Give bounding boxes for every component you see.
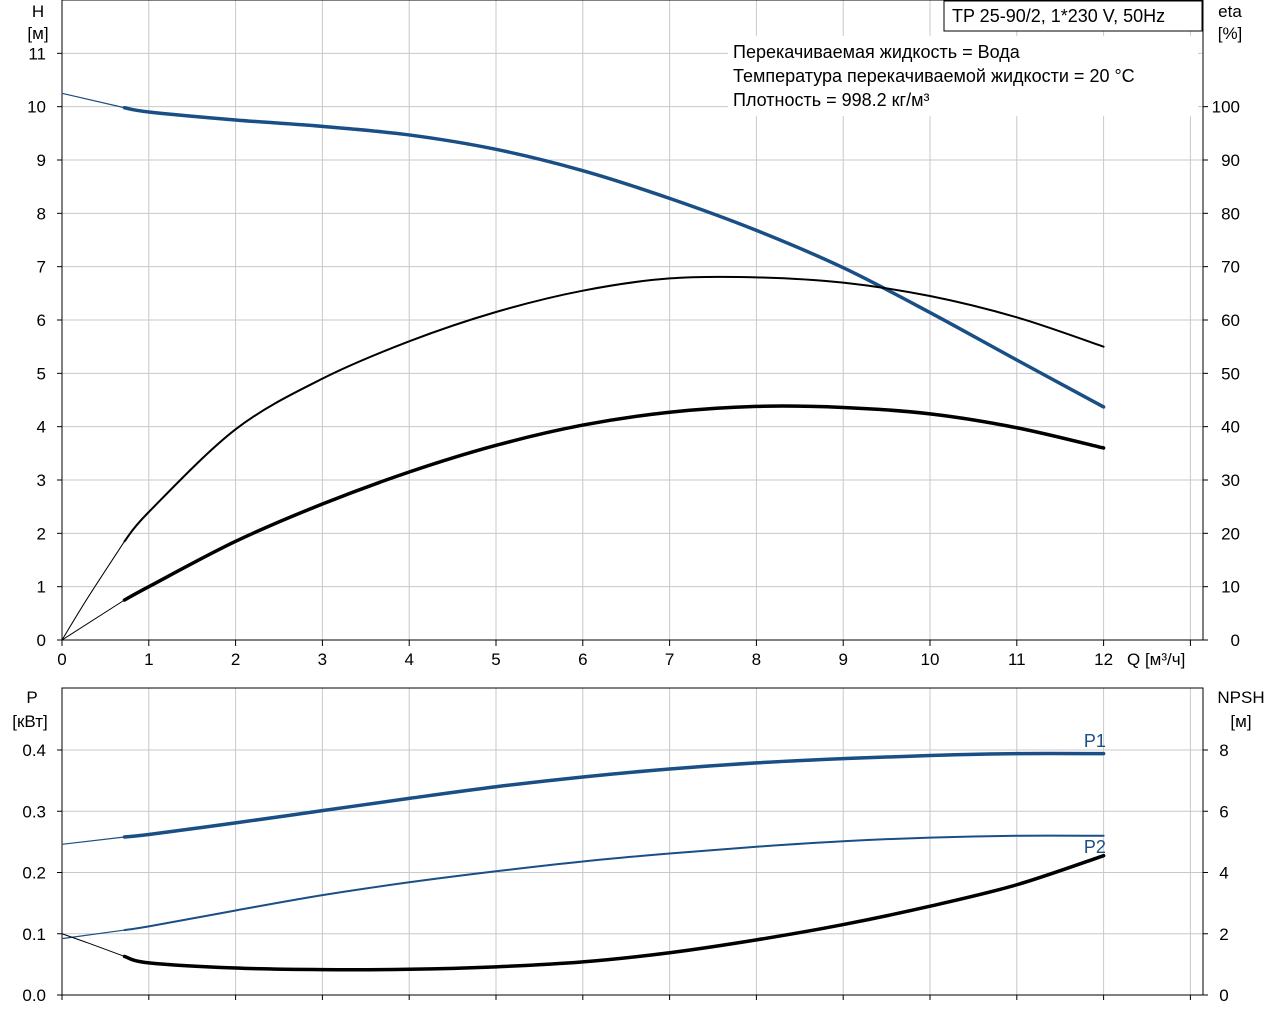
bottom-ylabel-right-line1: NPSH bbox=[1217, 688, 1264, 707]
y-left-tick-label: 9 bbox=[37, 151, 46, 170]
series-label-p1: P1 bbox=[1084, 731, 1106, 751]
p-tick-label: 0.1 bbox=[22, 925, 46, 944]
y-right-tick-label: 80 bbox=[1221, 204, 1240, 223]
top-chart-series bbox=[61, 92, 1106, 641]
x-tick-label: 4 bbox=[404, 650, 413, 669]
y-left-tick-label: 7 bbox=[37, 258, 46, 277]
x-axis-label: Q [м³/ч] bbox=[1127, 650, 1185, 669]
y-right-tick-label: 70 bbox=[1221, 258, 1240, 277]
y-right-tick-label: 60 bbox=[1221, 311, 1240, 330]
y-right-tick-label: 90 bbox=[1221, 151, 1240, 170]
y-left-tick-label: 2 bbox=[37, 524, 46, 543]
y-right-tick-label: 30 bbox=[1221, 471, 1240, 490]
y-right-tick-label: 0 bbox=[1231, 631, 1240, 650]
x-tick-label: 1 bbox=[144, 650, 153, 669]
bottom-ylabel-left-line2: [кВт] bbox=[12, 712, 47, 731]
npsh-tick-label: 6 bbox=[1219, 802, 1228, 821]
top-ylabel-left-line1: H bbox=[32, 2, 44, 21]
npsh-tick-label: 2 bbox=[1219, 925, 1228, 944]
p-tick-label: 0.2 bbox=[22, 864, 46, 883]
bottom-chart-frame bbox=[61, 687, 1204, 996]
x-tick-label: 10 bbox=[921, 650, 940, 669]
y-left-tick-label: 1 bbox=[37, 578, 46, 597]
top-ylabel-right-line2: [%] bbox=[1218, 24, 1243, 43]
y-right-tick-label: 40 bbox=[1221, 418, 1240, 437]
y-left-tick-label: 4 bbox=[37, 418, 46, 437]
y-left-tick-label: 10 bbox=[27, 98, 46, 117]
x-tick-label: 9 bbox=[838, 650, 847, 669]
y-left-tick-label: 0 bbox=[37, 631, 46, 650]
series-label-p2: P2 bbox=[1084, 837, 1106, 857]
y-right-tick-label: 10 bbox=[1221, 578, 1240, 597]
bottom-ylabel-left-line1: P bbox=[26, 688, 37, 707]
bottom-ylabel-right-line2: [м] bbox=[1230, 712, 1251, 731]
top-series-eta_thick bbox=[122, 404, 1106, 602]
info-box-bg bbox=[728, 36, 1198, 116]
top-chart: 0 1 2 3 4 5 6 7 8 9 10 11 12012345678910110102030405… bbox=[27, 0, 1242, 669]
y-left-tick-label: 3 bbox=[37, 471, 46, 490]
bottom-series-P2 bbox=[123, 834, 1105, 932]
y-left-tick-label: 8 bbox=[37, 204, 46, 223]
top-series-H_ext bbox=[61, 92, 126, 109]
p-tick-label: 0.0 bbox=[22, 986, 46, 1005]
x-tick-label: 12 bbox=[1094, 650, 1113, 669]
top-ylabel-left-line2: [м] bbox=[27, 24, 48, 43]
top-series-eta_thin bbox=[123, 275, 1105, 543]
bottom-chart: P1 P2 0.0 0.1 0.2 0.3 0.4 0 2 4 6 8 P [кВт] NPSH [… bbox=[12, 687, 1265, 1005]
bottom-series-P1 bbox=[122, 751, 1106, 839]
x-tick-label: 2 bbox=[231, 650, 240, 669]
bottom-series-NPSH bbox=[122, 853, 1106, 972]
x-tick-label: 11 bbox=[1008, 650, 1026, 669]
y-right-tick-label: 50 bbox=[1221, 364, 1240, 383]
p-tick-label: 0.3 bbox=[22, 802, 46, 821]
top-series-H bbox=[122, 105, 1106, 409]
model-title: TP 25-90/2, 1*230 V, 50Hz bbox=[952, 6, 1165, 26]
y-left-tick-label: 5 bbox=[37, 364, 46, 383]
bottom-series-P1_ext bbox=[61, 836, 126, 845]
bottom-chart-grid bbox=[62, 688, 1203, 995]
x-tick-label: 8 bbox=[752, 650, 761, 669]
top-chart-ticks: 0 1 2 3 4 5 6 7 8 9 10 11 12012345678910110102030405… bbox=[27, 44, 1240, 669]
y-left-tick-label: 11 bbox=[28, 44, 46, 63]
model-box bbox=[943, 0, 1203, 32]
info-density: Плотность = 998.2 кг/м³ bbox=[733, 90, 929, 110]
y-right-tick-label: 100 bbox=[1212, 98, 1240, 117]
p-tick-label: 0.4 bbox=[22, 741, 46, 760]
x-tick-label: 0 bbox=[57, 650, 66, 669]
npsh-tick-label: 8 bbox=[1219, 741, 1228, 760]
bottom-chart-ticks: 0.0 0.1 0.2 0.3 0.4 0 2 4 6 8 bbox=[22, 741, 1228, 1005]
top-series-eta_thin_ext bbox=[61, 540, 125, 641]
bottom-series-NPSH_ext bbox=[61, 933, 125, 957]
y-right-tick-label: 20 bbox=[1221, 524, 1240, 543]
y-left-tick-label: 6 bbox=[37, 311, 46, 330]
bottom-chart-series: P1 P2 bbox=[61, 731, 1106, 972]
top-series-eta_thick_ext bbox=[61, 599, 125, 641]
info-liquid: Перекачиваемая жидкость = Вода bbox=[733, 42, 1021, 62]
npsh-tick-label: 0 bbox=[1219, 986, 1228, 1005]
x-tick-label: 7 bbox=[665, 650, 674, 669]
npsh-tick-label: 4 bbox=[1219, 864, 1228, 883]
x-tick-label: 6 bbox=[578, 650, 587, 669]
x-tick-label: 3 bbox=[318, 650, 327, 669]
x-tick-label: 5 bbox=[491, 650, 500, 669]
info-temperature: Температура перекачиваемой жидкости = 20… bbox=[733, 66, 1135, 86]
top-ylabel-right-line1: eta bbox=[1218, 2, 1242, 21]
